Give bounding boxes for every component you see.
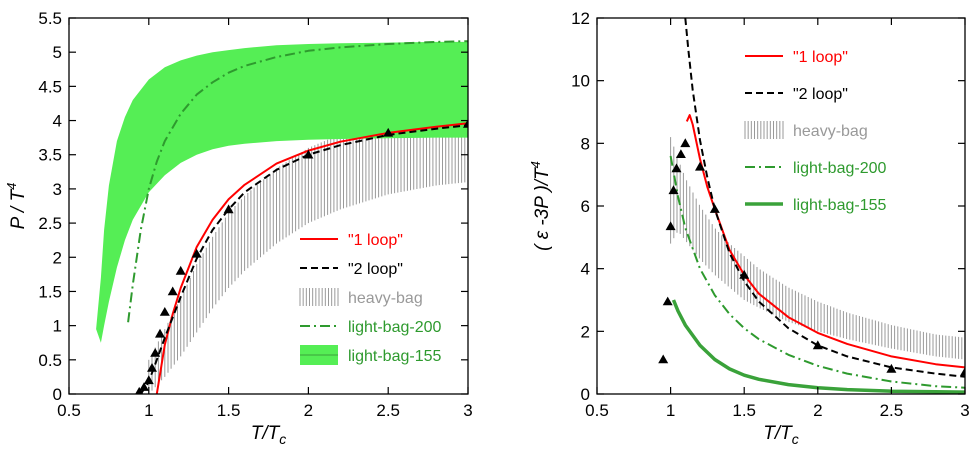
trace-anomaly-panel: 0.5 1 1.5 2 2.5 3 0 2 4 6 8 10 12 T/Tc ( ε -3P )/T4 "1 …: [528, 9, 970, 447]
x-tick-label: 2: [304, 401, 313, 420]
y-axis-label: P / T4: [4, 183, 29, 230]
lattice-point: [960, 367, 965, 376]
series-light-bag-155-line: [671, 299, 965, 394]
x-tick-label: 3: [960, 401, 969, 420]
lattice-point: [671, 163, 682, 173]
lattice-point: [175, 265, 186, 275]
x-tick-label: 1: [144, 401, 153, 420]
legend-label: "2 loop": [348, 261, 403, 278]
legend-label: light-bag-200: [348, 319, 442, 336]
lattice-point: [159, 307, 170, 316]
lattice-point: [139, 382, 149, 391]
lattice-point: [147, 363, 157, 372]
lattice-point: [463, 119, 468, 128]
lattice-point: [739, 269, 750, 279]
legend: "1 loop" "2 loop" heavy-bag light-bag-200 li…: [744, 49, 887, 214]
series-1-loop-line: [155, 122, 468, 394]
y-tick-label: 6: [581, 197, 590, 216]
x-tick-label: 2.5: [376, 401, 400, 420]
y-tick-label: 4.5: [38, 77, 62, 96]
x-axis-label: T/Tc: [763, 423, 799, 447]
x-tick-label: 1.5: [732, 401, 756, 420]
lattice-point: [709, 204, 720, 213]
legend: "1 loop" "2 loop" heavy-bag light-bag-200 li…: [299, 232, 442, 365]
x-tick-label: 2.5: [880, 401, 904, 420]
lattice-point: [812, 340, 823, 350]
series-light-bag-200-line: [127, 40, 468, 323]
legend-label: "2 loop": [793, 86, 848, 103]
plot-area: [658, 18, 965, 394]
lattice-point: [658, 354, 669, 364]
legend-label: light-bag-200: [793, 160, 887, 177]
lattice-point: [662, 296, 673, 306]
y-tick-label: 5: [53, 43, 62, 62]
y-axis-label: ( ε -3P )/T4: [528, 161, 553, 251]
series-light-bag-200-line: [669, 155, 965, 389]
x-tick-label: 1: [666, 401, 675, 420]
lattice-point: [191, 248, 202, 258]
y-tick-label: 2.5: [38, 214, 62, 233]
lattice-point: [668, 185, 679, 195]
y-tick-label: 0: [581, 385, 590, 404]
lattice-point: [135, 386, 144, 394]
lattice-point: [680, 138, 691, 148]
lattice-markers: [135, 119, 468, 394]
legend-label: "1 loop": [348, 232, 403, 249]
plot-frame: [68, 17, 469, 395]
y-tick-label: 5.5: [38, 9, 62, 28]
lattice-point: [223, 204, 234, 214]
y-tick-label: 4: [53, 112, 62, 131]
series-2-loop-line: [684, 18, 965, 378]
series-2-loop-line: [139, 124, 468, 394]
y-tick-label: 3: [53, 180, 62, 199]
lattice-point: [167, 286, 178, 296]
y-tick-label: 3.5: [38, 146, 62, 165]
plot-area: [96, 40, 468, 394]
pressure-panel: 0.5 1 1.5 2 2.5 300.511.522.533.544.555.5T/Tc…: [4, 9, 473, 447]
x-tick-label: 0.5: [57, 401, 81, 420]
y-tick-label: 12: [571, 9, 590, 28]
x-tick-label: 1.5: [217, 401, 241, 420]
series-light-bag-155-band: [96, 41, 468, 343]
y-tick-label: 10: [571, 72, 590, 91]
y-tick-label: 1: [53, 317, 62, 336]
lattice-point: [150, 348, 161, 357]
y-tick-label: 0: [53, 385, 62, 404]
series-1-loop-line: [685, 114, 965, 369]
lattice-point: [695, 161, 705, 171]
lattice-markers: [658, 138, 965, 376]
lattice-point: [665, 221, 676, 231]
legend-label: light-bag-155: [348, 348, 442, 365]
y-tick-label: 2: [581, 322, 590, 341]
y-tick-label: 2: [53, 248, 62, 267]
y-tick-label: 4: [581, 260, 590, 279]
lattice-point: [886, 363, 897, 373]
x-tick-label: 2: [813, 401, 822, 420]
legend-label: heavy-bag: [348, 290, 423, 307]
legend-label: "1 loop": [793, 49, 848, 66]
y-tick-label: 8: [581, 134, 590, 153]
lattice-point: [383, 127, 394, 137]
series-heavy-bag-band: [670, 137, 965, 360]
lattice-point: [675, 149, 686, 158]
y-tick-label: 1.5: [38, 282, 62, 301]
y-tick-label: 0.5: [38, 351, 62, 370]
lattice-point: [143, 375, 154, 385]
lattice-point: [155, 328, 165, 338]
plot-frame: [596, 17, 966, 395]
lattice-point: [303, 149, 314, 159]
legend-label: heavy-bag: [793, 123, 868, 140]
x-tick-label: 0.5: [585, 401, 609, 420]
x-axis-label: T/Tc: [251, 423, 287, 447]
legend-label: light-bag-155: [793, 197, 887, 214]
x-tick-label: 3: [463, 401, 472, 420]
